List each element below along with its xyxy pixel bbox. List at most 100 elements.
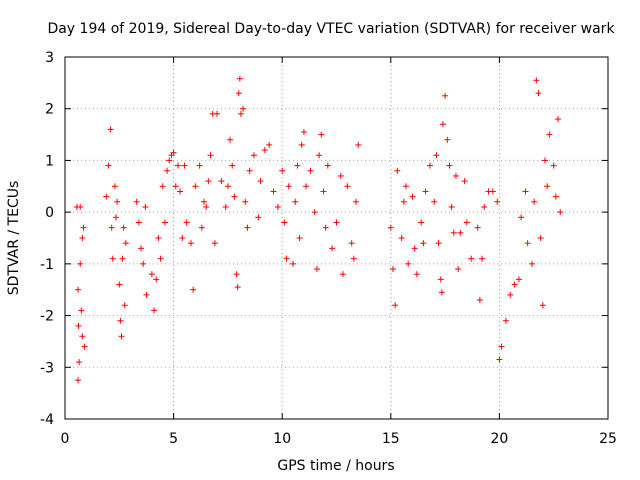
data-point — [542, 157, 549, 164]
data-point — [250, 152, 257, 159]
data-point — [211, 240, 218, 247]
data-point — [389, 266, 396, 273]
y-tick-label: -1 — [40, 257, 54, 273]
data-point — [431, 198, 438, 205]
data-point — [244, 224, 251, 231]
data-point — [333, 219, 340, 226]
data-point — [81, 343, 88, 350]
data-point — [444, 136, 451, 143]
data-point — [218, 178, 225, 185]
data-point — [183, 219, 190, 226]
y-tick-label: 2 — [45, 102, 54, 118]
data-point — [281, 219, 288, 226]
data-point — [452, 172, 459, 179]
data-point — [337, 172, 344, 179]
data-point — [531, 198, 538, 205]
data-point — [311, 209, 318, 216]
x-tick-label: 20 — [490, 431, 508, 447]
data-point — [420, 240, 427, 247]
data-point — [122, 240, 129, 247]
data-point — [236, 75, 243, 82]
data-point — [79, 333, 86, 340]
data-point — [411, 245, 418, 252]
data-point — [109, 255, 116, 262]
data-point — [285, 183, 292, 190]
data-point — [76, 359, 83, 366]
data-point — [205, 178, 212, 185]
data-point — [207, 152, 214, 159]
y-tick-label: -4 — [40, 412, 54, 428]
data-point — [283, 255, 290, 262]
data-point — [455, 266, 462, 273]
y-tick-labels: -4 -3 -2 -1 0 1 2 3 — [40, 50, 54, 428]
data-point — [196, 162, 203, 169]
data-point — [489, 188, 496, 195]
data-point — [119, 255, 126, 262]
data-point — [135, 219, 142, 226]
data-point — [235, 90, 242, 97]
data-point — [502, 317, 509, 324]
data-point — [481, 203, 488, 210]
data-point — [468, 255, 475, 262]
data-point — [438, 289, 445, 296]
data-point — [257, 178, 264, 185]
x-tick-label: 25 — [599, 431, 617, 447]
data-point — [405, 260, 412, 267]
data-point — [418, 219, 425, 226]
data-point — [290, 260, 297, 267]
data-point — [153, 276, 160, 283]
data-point — [231, 193, 238, 200]
data-point — [524, 240, 531, 247]
data-point — [350, 255, 357, 262]
data-point — [151, 307, 158, 314]
data-point — [546, 131, 553, 138]
data-point — [303, 183, 310, 190]
grid — [65, 57, 608, 419]
data-point — [550, 162, 557, 169]
data-point — [294, 162, 301, 169]
data-point — [355, 141, 362, 148]
data-point — [201, 198, 208, 205]
data-point — [157, 255, 164, 262]
data-point — [329, 245, 336, 252]
data-point — [224, 183, 231, 190]
data-point — [348, 240, 355, 247]
x-tick-label: 5 — [169, 431, 178, 447]
data-point — [353, 198, 360, 205]
data-point — [324, 162, 331, 169]
data-point — [159, 183, 166, 190]
data-point — [161, 219, 168, 226]
data-point — [433, 152, 440, 159]
data-point — [75, 286, 82, 293]
data-point — [143, 291, 150, 298]
data-point — [233, 271, 240, 278]
data-point — [166, 157, 173, 164]
axis-ticks — [64, 56, 609, 420]
data-point — [179, 235, 186, 241]
data-point — [476, 297, 483, 304]
x-tick-label: 10 — [273, 431, 291, 447]
data-point — [198, 224, 205, 231]
data-point — [78, 307, 85, 314]
data-point — [292, 198, 299, 205]
data-point — [539, 302, 546, 309]
data-point — [450, 229, 457, 236]
data-point — [274, 203, 281, 210]
data-point — [261, 147, 268, 154]
data-point — [148, 271, 155, 278]
data-point — [190, 286, 197, 293]
y-tick-label: 0 — [45, 205, 54, 221]
data-point — [522, 188, 529, 195]
data-point — [192, 183, 199, 190]
data-point — [318, 131, 325, 138]
x-tick-label: 15 — [382, 431, 400, 447]
data-point — [142, 203, 149, 210]
data-point — [494, 198, 501, 205]
data-point — [255, 214, 262, 221]
data-point — [457, 229, 464, 236]
data-point — [108, 224, 115, 231]
data-point — [537, 235, 544, 241]
data-point — [117, 317, 124, 324]
data-point — [533, 77, 540, 84]
